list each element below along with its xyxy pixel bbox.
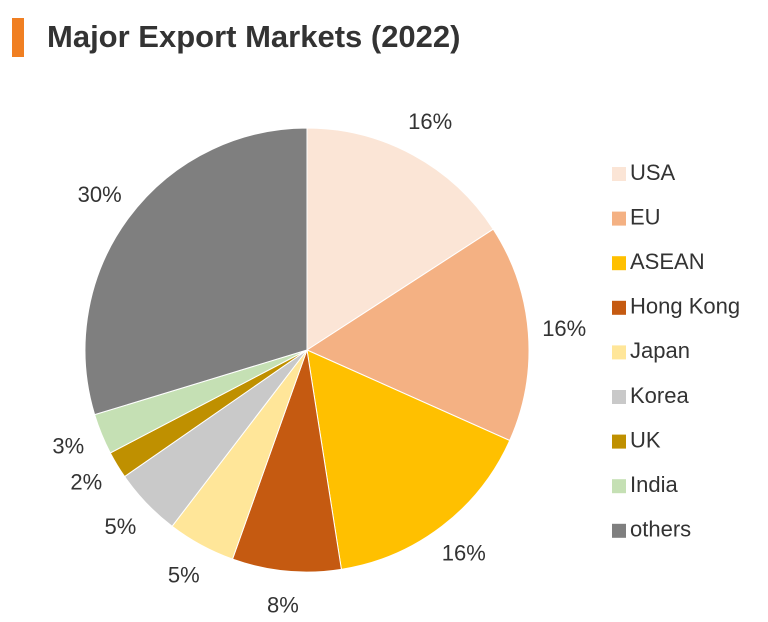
legend-label: Hong Kong — [630, 294, 740, 319]
legend-label: EU — [630, 204, 661, 229]
data-label: 16% — [542, 316, 586, 341]
data-label: 3% — [52, 434, 84, 459]
pie-slice — [306, 349, 511, 570]
legend-label: USA — [630, 160, 676, 185]
title-accent — [12, 18, 24, 57]
legend-swatch — [612, 434, 626, 449]
legend-swatch — [612, 523, 626, 538]
legend-swatch — [612, 479, 626, 494]
data-label: 5% — [168, 563, 200, 588]
legend-label: others — [630, 517, 691, 542]
data-label: 5% — [104, 514, 136, 539]
legend-swatch — [612, 167, 626, 181]
pie-slice — [306, 127, 494, 351]
legend-swatch — [612, 300, 626, 315]
data-label: 16% — [442, 541, 486, 566]
legend-label: Japan — [630, 338, 690, 363]
data-label: 8% — [267, 593, 299, 618]
legend-label: UK — [630, 427, 661, 452]
data-label: 16% — [408, 109, 452, 134]
pie-slice — [231, 349, 342, 573]
data-label: 2% — [70, 469, 102, 494]
legend-label: Korea — [630, 383, 689, 408]
legend-swatch — [612, 345, 626, 360]
pie-slice — [84, 127, 308, 416]
legend-label: India — [630, 472, 678, 497]
pie-slice — [305, 228, 530, 442]
data-label: 30% — [78, 182, 122, 207]
legend-swatch — [612, 390, 626, 404]
chart-title: Major Export Markets (2022) — [47, 19, 460, 54]
legend-label: ASEAN — [630, 249, 705, 274]
legend-swatch — [612, 256, 626, 271]
legend-swatch — [612, 211, 626, 226]
